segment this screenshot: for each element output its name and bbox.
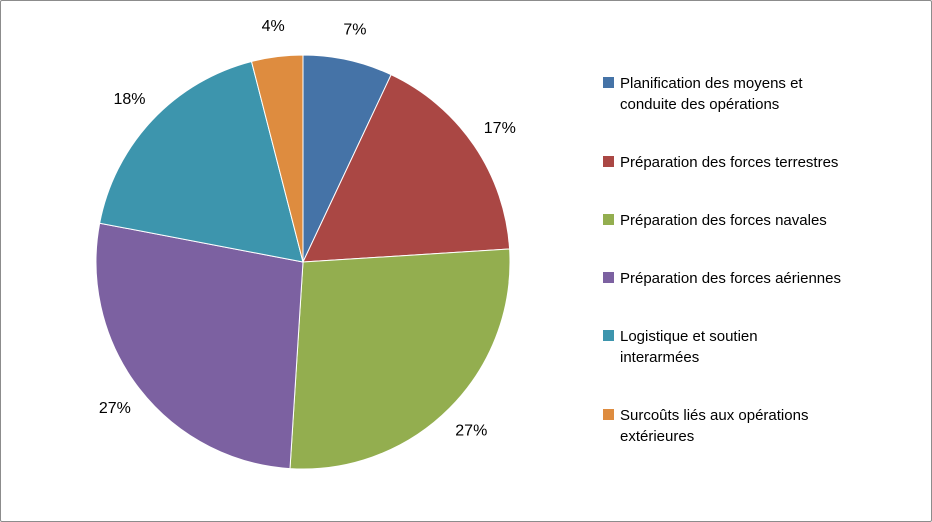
legend-item-4: Logistique et soutien interarmées — [603, 326, 915, 368]
legend: Planification des moyens et conduite des … — [603, 73, 915, 447]
legend-item-3: Préparation des forces aériennes — [603, 268, 915, 289]
slice-percent-label-3: 27% — [99, 400, 131, 417]
legend-swatch-icon — [603, 77, 614, 88]
legend-swatch-icon — [603, 409, 614, 420]
legend-item-2: Préparation des forces navales — [603, 210, 915, 231]
slice-percent-label-2: 27% — [455, 422, 487, 439]
legend-item-0: Planification des moyens et conduite des … — [603, 73, 915, 115]
slice-percent-label-0: 7% — [343, 22, 366, 39]
legend-item-5: Surcoûts liés aux opérations extérieures — [603, 405, 915, 447]
legend-label: Planification des moyens et conduite des … — [620, 75, 803, 113]
slice-percent-label-4: 18% — [113, 91, 145, 108]
legend-item-1: Préparation des forces terrestres — [603, 152, 915, 173]
pie-slice-2 — [289, 248, 511, 470]
legend-swatch-icon — [603, 272, 614, 283]
legend-label: Surcoûts liés aux opérations extérieures — [620, 407, 809, 445]
pie-slice-3 — [95, 222, 304, 470]
legend-swatch-icon — [603, 156, 614, 167]
pie-slice-1 — [302, 74, 511, 263]
slice-percent-label-5: 4% — [262, 18, 285, 35]
legend-label: Logistique et soutien interarmées — [620, 328, 758, 366]
legend-swatch-icon — [603, 330, 614, 341]
pie-slice-5 — [250, 54, 304, 263]
legend-label: Préparation des forces terrestres — [620, 154, 839, 171]
legend-swatch-icon — [603, 214, 614, 225]
slice-percent-label-1: 17% — [484, 120, 516, 137]
pie-slice-4 — [99, 60, 304, 263]
legend-label: Préparation des forces aériennes — [620, 270, 841, 287]
legend-label: Préparation des forces navales — [620, 212, 827, 229]
